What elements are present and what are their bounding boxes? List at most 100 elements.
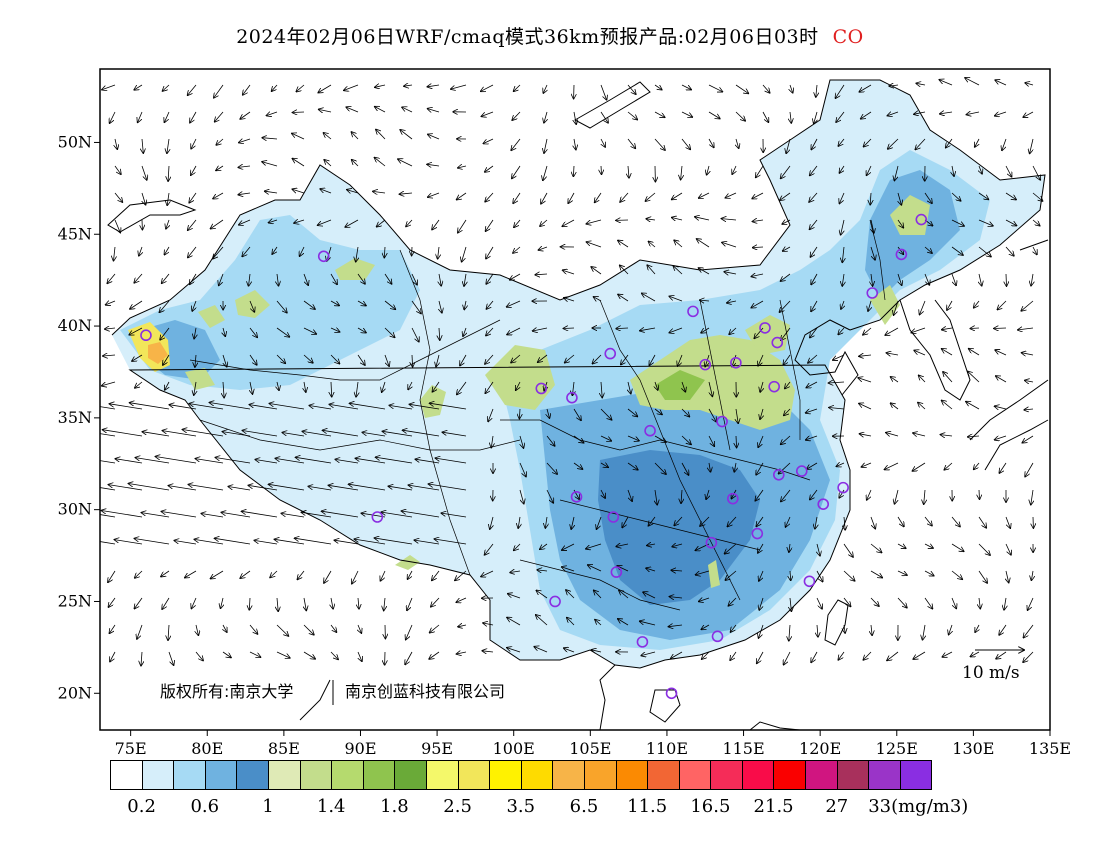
wind-arrow <box>620 265 629 275</box>
wind-arrow <box>301 512 332 518</box>
wind-arrow <box>700 516 710 526</box>
wind-arrow <box>535 274 548 275</box>
wind-arrow <box>887 651 899 661</box>
wind-arrow <box>408 570 413 579</box>
wind-arrow <box>897 516 904 527</box>
green-region-xinjiang-2 <box>335 258 375 280</box>
legend-swatch <box>647 760 680 790</box>
wind-arrow <box>1024 409 1034 410</box>
wind-arrow <box>807 462 818 469</box>
wind-arrow <box>277 597 278 611</box>
wind-arrow <box>601 489 605 498</box>
japan-coast <box>969 239 1049 471</box>
wind-arrow <box>408 485 440 491</box>
wind-arrow <box>592 354 602 364</box>
legend-label: 27 <box>825 796 849 817</box>
wind-arrow <box>891 403 899 410</box>
wind-arrow <box>843 543 853 557</box>
wind-arrow <box>303 300 315 309</box>
legend-swatch <box>678 760 712 790</box>
legend-label: 1.8 <box>380 796 409 817</box>
wind-arrow <box>571 516 574 529</box>
wind-arrow <box>654 462 666 474</box>
wind-arrow <box>1025 462 1034 477</box>
station-marker <box>566 391 578 404</box>
wind-arrow <box>809 192 818 202</box>
wind-arrow <box>696 570 710 575</box>
wind-arrow <box>681 408 689 417</box>
wind-arrow <box>194 539 224 545</box>
wind-arrow <box>1030 138 1033 154</box>
wind-arrow <box>920 300 926 315</box>
wind-arrow <box>586 543 602 549</box>
wind-arrow <box>643 592 656 599</box>
wind-arrow <box>211 219 224 229</box>
wind-arrow <box>914 112 926 114</box>
legend-swatch <box>489 760 522 790</box>
x-tick-label: 95E <box>421 739 453 758</box>
wind-arrow <box>1025 380 1034 382</box>
wind-arrow <box>161 512 197 518</box>
wind-arrow <box>999 462 1007 473</box>
wind-arrow <box>169 405 197 410</box>
wind-arrow <box>223 624 227 632</box>
wind-arrow <box>228 487 251 491</box>
wind-arrow <box>722 219 737 220</box>
wind-arrow <box>544 111 547 123</box>
wind-arrow <box>1025 83 1034 85</box>
wind-arrow <box>627 462 638 470</box>
wind-arrow <box>618 619 629 626</box>
wind-arrow <box>735 111 745 121</box>
legend-swatch <box>299 760 333 790</box>
legend-swatch <box>362 760 396 790</box>
wind-arrow <box>322 511 359 518</box>
wind-arrow <box>389 405 413 410</box>
wind-arrow <box>672 544 683 547</box>
wind-arrow <box>213 246 224 259</box>
wind-arrow <box>756 462 764 475</box>
wind-arrow <box>335 459 359 464</box>
wind-arrow <box>978 246 991 257</box>
wind-arrow <box>458 625 467 627</box>
wind-arrow <box>939 80 953 86</box>
wind-arrow <box>1033 246 1037 255</box>
wind-arrow <box>135 570 143 578</box>
wind-arrow <box>897 571 907 575</box>
wind-arrow <box>762 111 769 122</box>
wind-arrow <box>303 651 315 659</box>
wind-arrow <box>790 597 791 611</box>
wind-arrow <box>292 189 305 194</box>
wind-arrow <box>458 166 467 168</box>
wind-arrow <box>358 624 361 633</box>
wind-arrow <box>520 435 524 448</box>
station-marker <box>866 287 879 299</box>
wind-arrow <box>349 484 386 491</box>
wind-arrow <box>885 462 899 470</box>
wind-arrow <box>789 543 790 552</box>
wind-arrow <box>897 544 906 548</box>
station-marker <box>772 468 785 481</box>
legend-swatch <box>331 760 364 790</box>
wind-arrow <box>262 138 278 139</box>
wind-arrow <box>891 377 899 383</box>
wind-arrow <box>141 651 142 666</box>
wind-arrow <box>753 220 764 222</box>
wind-arrow <box>163 84 170 91</box>
wind-arrow <box>195 459 224 464</box>
wind-arrow <box>674 240 683 248</box>
wind-arrow <box>482 651 494 652</box>
wind-arrow <box>951 597 956 609</box>
hainan-island <box>649 689 681 723</box>
wind-arrow <box>708 138 714 147</box>
wind-arrow <box>627 138 635 148</box>
wind-arrow <box>114 192 122 202</box>
wind-arrow <box>783 247 791 251</box>
wind-arrow <box>924 516 932 526</box>
wind-arrow <box>427 85 440 87</box>
wind-arrow <box>282 433 305 437</box>
wind-arrow <box>329 404 359 410</box>
wind-arrow <box>591 267 602 275</box>
wind-arrow <box>843 570 855 581</box>
wind-arrow <box>167 138 169 153</box>
wind-arrow <box>195 354 196 367</box>
